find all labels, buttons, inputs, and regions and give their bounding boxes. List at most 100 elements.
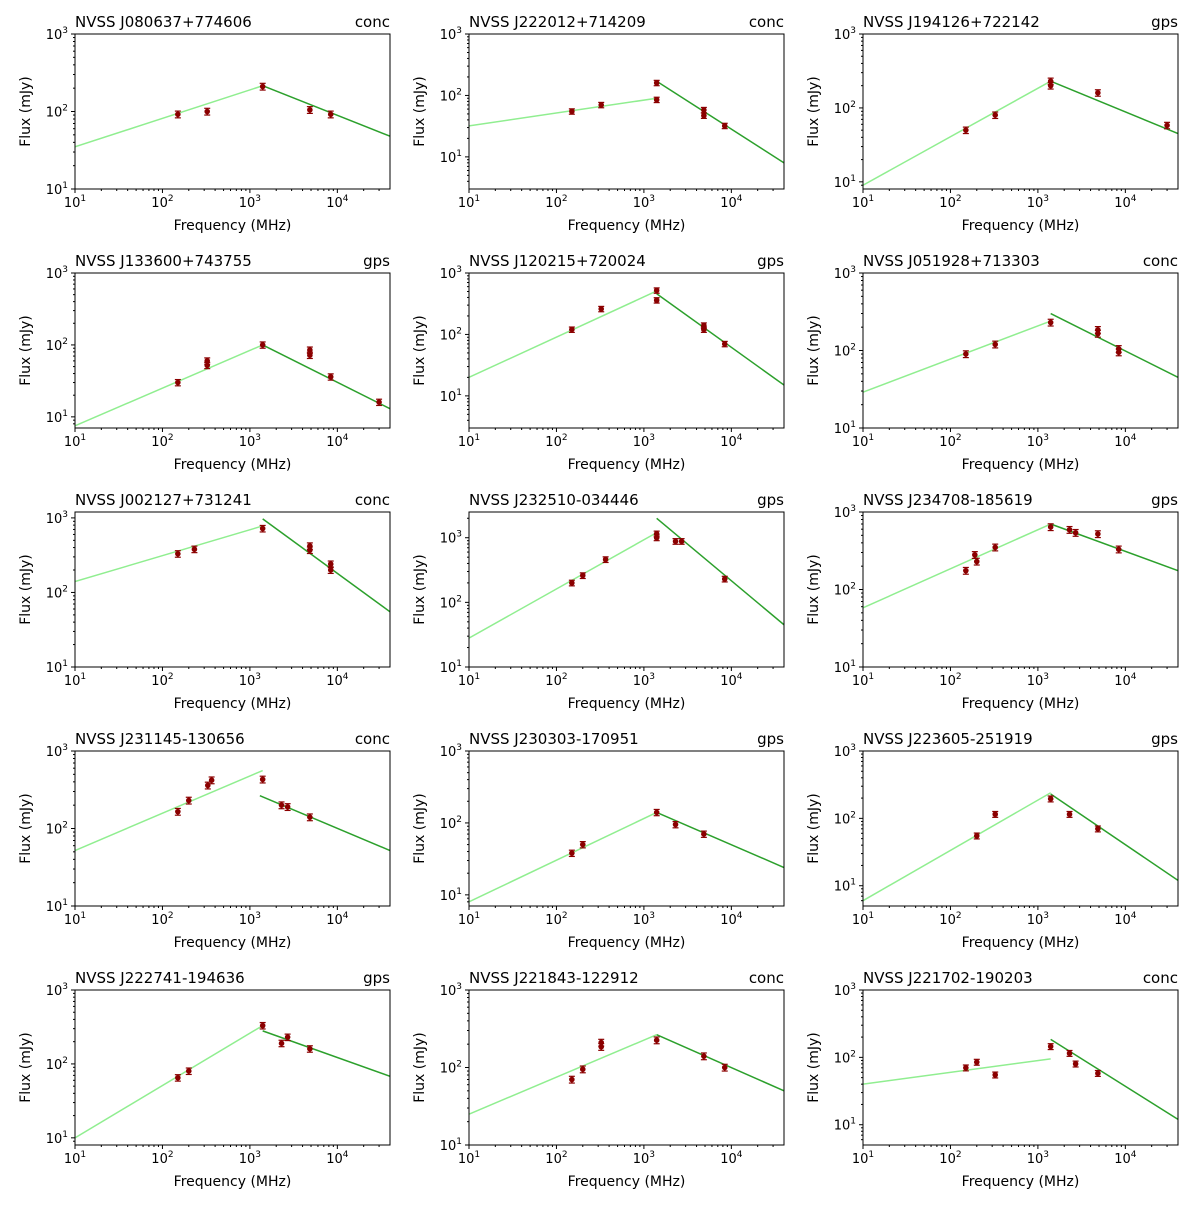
axes-frame [862, 989, 1179, 1146]
data-point [721, 122, 728, 130]
data-marker [1047, 319, 1054, 326]
x-axis-label: Frequency (MHz) [174, 1174, 292, 1190]
y-tick-label: 103 [834, 504, 856, 521]
data-marker [973, 833, 980, 839]
y-tick-label: 103 [834, 743, 856, 760]
x-tick-label: 103 [633, 911, 655, 928]
data-marker [259, 776, 266, 783]
data-marker [376, 399, 382, 405]
x-axis-label: Frequency (MHz) [962, 696, 1080, 712]
data-marker [672, 538, 679, 545]
y-axis-label: Flux (mJy) [412, 315, 428, 386]
y-tick-label: 101 [46, 659, 68, 676]
spectral-class-label: gps [1151, 13, 1178, 31]
fit-line-high [1050, 793, 1178, 882]
data-marker [721, 123, 728, 129]
x-tick-label: 104 [1114, 672, 1137, 689]
axes-frame [468, 989, 785, 1146]
data-point [185, 796, 192, 805]
spectral-class-label: gps [1151, 730, 1178, 748]
data-point [278, 801, 285, 810]
data-point [1047, 523, 1054, 532]
data-marker [973, 558, 980, 565]
data-point [1047, 795, 1054, 803]
y-tick-label: 102 [46, 337, 68, 354]
chart-panel: 101 102 103 104 101 102 103 NVSS J221702-190203… [806, 969, 1179, 1190]
data-point [174, 807, 181, 816]
data-point [306, 1045, 313, 1053]
y-tick-label: 103 [46, 26, 68, 43]
y-tick-label: 101 [834, 420, 856, 437]
x-tick-label: 104 [1114, 433, 1137, 450]
data-point [568, 326, 575, 333]
x-tick-label: 104 [326, 1150, 349, 1167]
y-axis-label: Flux (mJy) [18, 1032, 34, 1103]
x-tick-label: 101 [852, 911, 874, 928]
data-marker [185, 797, 192, 804]
x-tick-label: 104 [720, 194, 743, 211]
x-tick-label: 104 [720, 911, 743, 928]
x-tick-label: 102 [545, 672, 567, 689]
spectral-class-label: gps [1151, 491, 1178, 509]
x-tick-label: 102 [151, 433, 173, 450]
data-point [284, 803, 291, 812]
data-marker [579, 572, 586, 579]
spectral-class-label: gps [363, 969, 390, 987]
chart-title: NVSS J222012+714209 [469, 13, 646, 31]
data-point [1047, 318, 1054, 327]
data-point [306, 351, 313, 360]
fit-line-high [1050, 312, 1178, 379]
x-tick-label: 104 [326, 433, 349, 450]
x-tick-label: 104 [326, 672, 349, 689]
data-marker [259, 342, 266, 348]
x-tick-label: 104 [1114, 1150, 1137, 1167]
axes-frame [74, 511, 391, 668]
chart-title: NVSS J231145-130656 [75, 730, 245, 748]
x-tick-label: 101 [458, 433, 480, 450]
axes-frame [74, 989, 391, 1146]
data-point [579, 1065, 586, 1074]
x-tick-label: 103 [239, 672, 261, 689]
chart-title: NVSS J222741-194636 [75, 969, 245, 987]
data-point [653, 1036, 660, 1045]
data-point [598, 305, 605, 313]
axes-frame [468, 511, 785, 668]
x-tick-label: 101 [852, 1150, 874, 1167]
data-point [259, 82, 266, 91]
x-tick-label: 103 [633, 672, 655, 689]
axes-frame [862, 511, 1179, 668]
chart-panel: 101 102 103 104 101 102 103 NVSS J221843-122912… [412, 969, 785, 1190]
fit-line-high [656, 1034, 784, 1092]
plot-area [469, 808, 784, 903]
data-marker [569, 108, 575, 115]
fit-line-high [262, 518, 390, 613]
x-tick-label: 102 [545, 911, 567, 928]
data-marker [701, 112, 707, 119]
chart-title: NVSS J002127+731241 [75, 491, 252, 509]
y-tick-label: 102 [834, 343, 856, 360]
fit-line-high [656, 80, 784, 164]
data-point [992, 1071, 999, 1079]
y-tick-label: 102 [46, 821, 68, 838]
data-point [992, 543, 999, 552]
fit-line-high [656, 811, 784, 869]
data-point [1066, 1049, 1073, 1057]
data-marker [1095, 330, 1101, 337]
data-marker [701, 831, 707, 837]
y-tick-label: 101 [440, 887, 462, 904]
chart-panel: 101 102 103 104 101 102 103 NVSS J194126+722142… [806, 13, 1179, 234]
data-point [602, 556, 609, 564]
data-marker [1095, 825, 1101, 832]
x-axis-label: Frequency (MHz) [962, 457, 1080, 473]
chart-panel: 101 102 103 104 101 102 103 NVSS J120215+720024… [412, 252, 785, 473]
data-marker [721, 1064, 728, 1071]
y-axis-label: Flux (mJy) [806, 76, 822, 147]
data-point [1094, 89, 1101, 97]
fit-line-low [469, 811, 658, 903]
data-marker [327, 111, 334, 118]
data-point [259, 524, 266, 533]
data-point [973, 1058, 980, 1066]
chart-panel: 101 102 103 104 101 102 103 NVSS J133600+743755… [18, 252, 391, 473]
x-tick-label: 102 [939, 672, 961, 689]
y-axis-label: Flux (mJy) [18, 554, 34, 625]
